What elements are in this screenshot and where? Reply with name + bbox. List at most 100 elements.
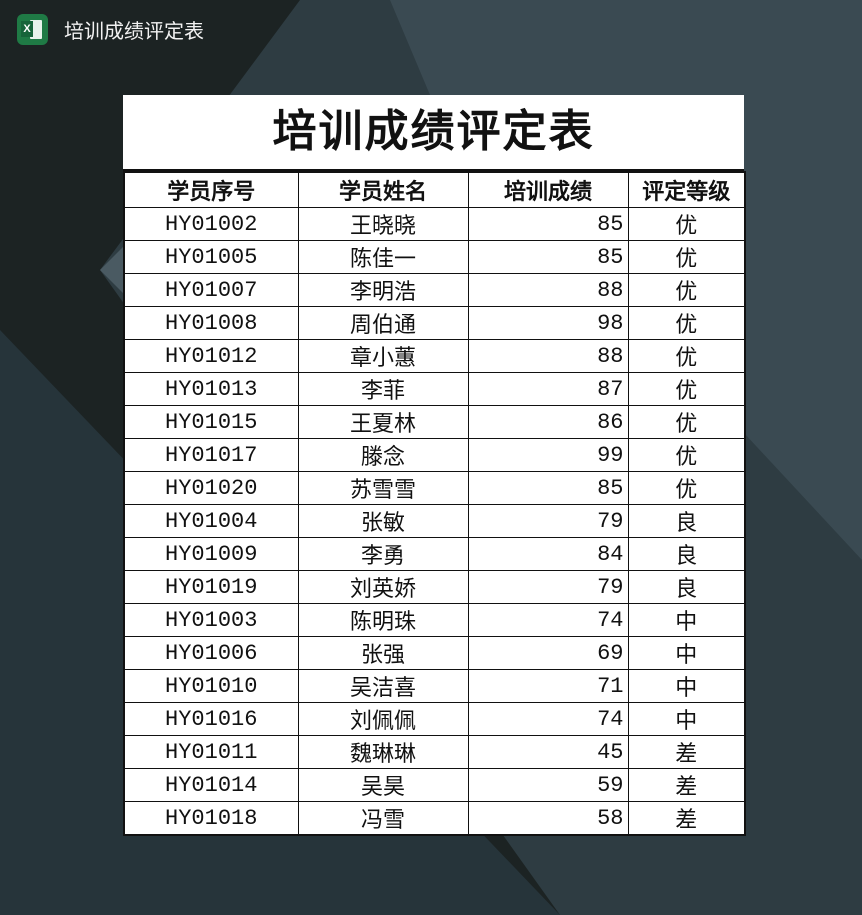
grade-cell[interactable]: 优 (627, 207, 746, 241)
header-row: 学员序号 学员姓名 培训成绩 评定等级 (123, 171, 746, 208)
score-cell[interactable]: 88 (467, 273, 629, 307)
table-row: HY01016 刘佩佩 74 中 (123, 702, 746, 736)
score-cell[interactable]: 58 (467, 801, 629, 836)
grade-cell[interactable]: 中 (627, 669, 746, 703)
student-name-cell[interactable]: 滕念 (297, 438, 469, 472)
student-name-cell[interactable]: 张敏 (297, 504, 469, 538)
table-row: HY01007 李明浩 88 优 (123, 273, 746, 307)
score-cell[interactable]: 85 (467, 240, 629, 274)
column-header[interactable]: 评定等级 (627, 171, 746, 208)
title-bar: X 培训成绩评定表 (0, 0, 862, 58)
score-cell[interactable]: 99 (467, 438, 629, 472)
student-id-cell[interactable]: HY01004 (123, 504, 299, 538)
student-id-cell[interactable]: HY01002 (123, 207, 299, 241)
student-name-cell[interactable]: 张强 (297, 636, 469, 670)
student-id-cell[interactable]: HY01017 (123, 438, 299, 472)
student-name-cell[interactable]: 王晓晓 (297, 207, 469, 241)
student-id-cell[interactable]: HY01019 (123, 570, 299, 604)
score-cell[interactable]: 59 (467, 768, 629, 802)
student-id-cell[interactable]: HY01015 (123, 405, 299, 439)
table-row: HY01009 李勇 84 良 (123, 537, 746, 571)
student-name-cell[interactable]: 陈佳一 (297, 240, 469, 274)
grade-cell[interactable]: 差 (627, 768, 746, 802)
student-name-cell[interactable]: 苏雪雪 (297, 471, 469, 505)
grade-cell[interactable]: 良 (627, 504, 746, 538)
score-cell[interactable]: 79 (467, 504, 629, 538)
grade-cell[interactable]: 优 (627, 471, 746, 505)
table-row: HY01020 苏雪雪 85 优 (123, 471, 746, 505)
table-row: HY01004 张敏 79 良 (123, 504, 746, 538)
student-name-cell[interactable]: 李明浩 (297, 273, 469, 307)
grade-cell[interactable]: 中 (627, 702, 746, 736)
score-cell[interactable]: 85 (467, 207, 629, 241)
grade-cell[interactable]: 优 (627, 339, 746, 373)
grade-cell[interactable]: 优 (627, 306, 746, 340)
table-row: HY01017 滕念 99 优 (123, 438, 746, 472)
grade-cell[interactable]: 优 (627, 438, 746, 472)
student-id-cell[interactable]: HY01003 (123, 603, 299, 637)
grade-cell[interactable]: 优 (627, 240, 746, 274)
score-cell[interactable]: 86 (467, 405, 629, 439)
table-row: HY01018 冯雪 58 差 (123, 801, 746, 836)
student-id-cell[interactable]: HY01010 (123, 669, 299, 703)
student-name-cell[interactable]: 魏琳琳 (297, 735, 469, 769)
table-row: HY01006 张强 69 中 (123, 636, 746, 670)
table-row: HY01019 刘英娇 79 良 (123, 570, 746, 604)
student-id-cell[interactable]: HY01013 (123, 372, 299, 406)
student-name-cell[interactable]: 李菲 (297, 372, 469, 406)
student-name-cell[interactable]: 陈明珠 (297, 603, 469, 637)
student-id-cell[interactable]: HY01009 (123, 537, 299, 571)
document-title: 培训成绩评定表 (123, 95, 744, 171)
score-cell[interactable]: 88 (467, 339, 629, 373)
score-cell[interactable]: 74 (467, 702, 629, 736)
student-id-cell[interactable]: HY01007 (123, 273, 299, 307)
grade-cell[interactable]: 差 (627, 735, 746, 769)
grade-cell[interactable]: 中 (627, 603, 746, 637)
grade-cell[interactable]: 中 (627, 636, 746, 670)
student-id-cell[interactable]: HY01020 (123, 471, 299, 505)
score-cell[interactable]: 84 (467, 537, 629, 571)
column-header[interactable]: 学员序号 (123, 171, 299, 208)
grade-cell[interactable]: 优 (627, 372, 746, 406)
student-id-cell[interactable]: HY01005 (123, 240, 299, 274)
score-table: 学员序号 学员姓名 培训成绩 评定等级 HY01002 王晓晓 85 优 HY01005 陈佳一… (123, 171, 746, 836)
student-name-cell[interactable]: 吴昊 (297, 768, 469, 802)
column-header[interactable]: 学员姓名 (297, 171, 469, 208)
student-name-cell[interactable]: 章小蕙 (297, 339, 469, 373)
table-row: HY01003 陈明珠 74 中 (123, 603, 746, 637)
student-name-cell[interactable]: 王夏林 (297, 405, 469, 439)
score-cell[interactable]: 79 (467, 570, 629, 604)
student-id-cell[interactable]: HY01014 (123, 768, 299, 802)
score-cell[interactable]: 87 (467, 372, 629, 406)
table-row: HY01010 吴洁喜 71 中 (123, 669, 746, 703)
grade-cell[interactable]: 优 (627, 273, 746, 307)
score-cell[interactable]: 71 (467, 669, 629, 703)
student-name-cell[interactable]: 冯雪 (297, 801, 469, 836)
student-id-cell[interactable]: HY01018 (123, 801, 299, 836)
table-row: HY01008 周伯通 98 优 (123, 306, 746, 340)
student-id-cell[interactable]: HY01016 (123, 702, 299, 736)
student-name-cell[interactable]: 刘佩佩 (297, 702, 469, 736)
student-id-cell[interactable]: HY01012 (123, 339, 299, 373)
table-row: HY01012 章小蕙 88 优 (123, 339, 746, 373)
table-row: HY01013 李菲 87 优 (123, 372, 746, 406)
student-name-cell[interactable]: 刘英娇 (297, 570, 469, 604)
score-cell[interactable]: 69 (467, 636, 629, 670)
student-id-cell[interactable]: HY01006 (123, 636, 299, 670)
student-name-cell[interactable]: 周伯通 (297, 306, 469, 340)
column-header[interactable]: 培训成绩 (467, 171, 629, 208)
grade-cell[interactable]: 良 (627, 570, 746, 604)
score-cell[interactable]: 85 (467, 471, 629, 505)
score-cell[interactable]: 98 (467, 306, 629, 340)
spreadsheet: 培训成绩评定表 学员序号 学员姓名 培训成绩 评定等级 HY01002 王晓晓 85 优 HY… (123, 95, 746, 836)
student-name-cell[interactable]: 李勇 (297, 537, 469, 571)
table-row: HY01002 王晓晓 85 优 (123, 207, 746, 241)
student-id-cell[interactable]: HY01011 (123, 735, 299, 769)
grade-cell[interactable]: 优 (627, 405, 746, 439)
score-cell[interactable]: 74 (467, 603, 629, 637)
score-cell[interactable]: 45 (467, 735, 629, 769)
grade-cell[interactable]: 良 (627, 537, 746, 571)
student-name-cell[interactable]: 吴洁喜 (297, 669, 469, 703)
grade-cell[interactable]: 差 (627, 801, 746, 836)
student-id-cell[interactable]: HY01008 (123, 306, 299, 340)
